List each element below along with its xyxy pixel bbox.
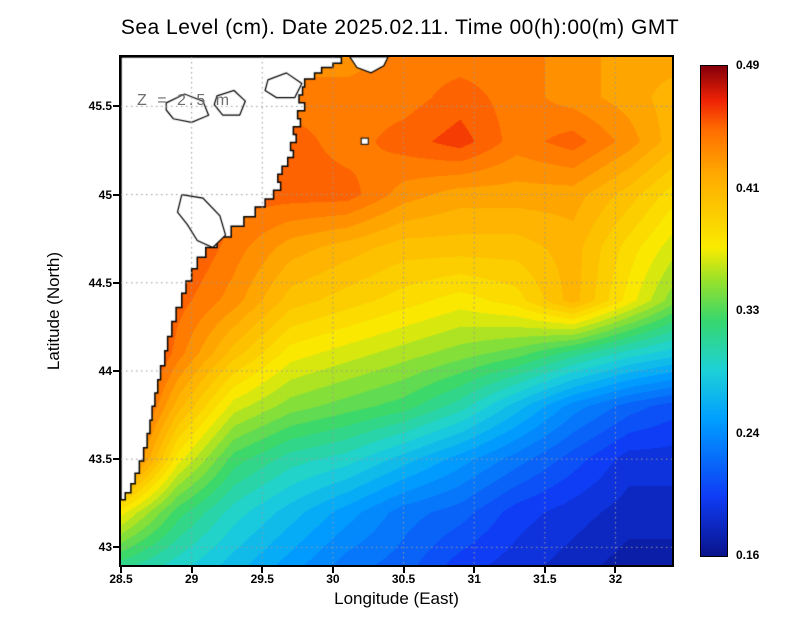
x-tick-mark <box>120 567 122 573</box>
x-tick-mark <box>261 567 264 573</box>
colorbar <box>700 65 728 557</box>
y-tick-mark <box>113 105 119 108</box>
x-tick-label: 28.5 <box>109 572 133 586</box>
x-tick-mark <box>614 567 617 573</box>
x-tick-label: 31 <box>467 572 481 586</box>
colorbar-tick-label: 0.41 <box>736 180 760 195</box>
y-tick-mark <box>113 193 119 196</box>
x-tick-label: 31.5 <box>533 572 557 586</box>
sea-level-heatmap <box>121 57 672 565</box>
y-tick-mark <box>113 369 119 372</box>
y-tick-mark <box>113 458 119 461</box>
x-tick-label: 30.5 <box>391 572 416 586</box>
colorbar-tick-label: 0.33 <box>736 303 760 317</box>
plot-area <box>119 55 674 567</box>
y-tick-label: 43 <box>98 540 112 555</box>
x-tick-label: 32 <box>608 572 623 586</box>
y-tick-mark <box>113 546 119 549</box>
y-tick-label: 45 <box>98 187 112 202</box>
y-tick-mark <box>113 281 119 284</box>
x-tick-mark <box>331 567 334 573</box>
y-tick-label: 44 <box>98 363 112 378</box>
y-tick-label: 45.5 <box>88 99 112 114</box>
x-axis-label: Longitude (East) <box>334 589 459 608</box>
x-tick-label: 29 <box>184 572 199 586</box>
colorbar-gradient <box>701 66 727 556</box>
colorbar-tick-label: 0.16 <box>736 548 760 562</box>
y-tick-label: 43.5 <box>88 452 112 467</box>
chart-title: Sea Level (cm). Date 2025.02.11. Time 00… <box>120 16 680 39</box>
x-tick-label: 30 <box>326 572 340 586</box>
y-axis-label: Latitude (North) <box>44 251 63 371</box>
x-tick-mark <box>402 567 405 573</box>
depth-annotation: Z = 2.5 m <box>137 92 233 109</box>
x-tick-mark <box>190 567 193 573</box>
y-tick-label: 44.5 <box>88 275 112 290</box>
x-tick-label: 29.5 <box>250 572 274 586</box>
x-tick-mark <box>473 567 476 573</box>
x-tick-mark <box>543 567 546 573</box>
colorbar-tick-label: 0.24 <box>736 425 760 440</box>
colorbar-tick-label: 0.49 <box>736 58 760 72</box>
